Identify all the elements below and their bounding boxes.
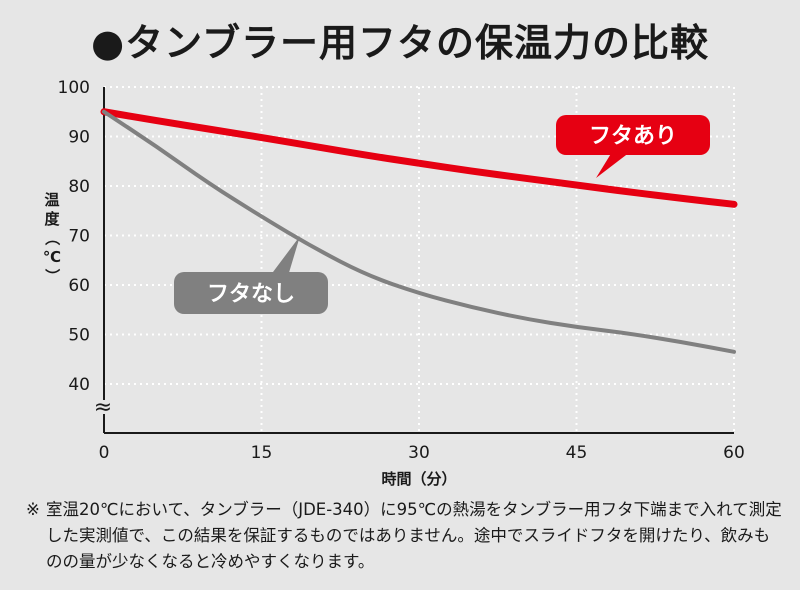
footnote-text: 室温20℃において、タンブラー（JDE-340）に95℃の熱湯をタンブラー用フタ… — [46, 500, 782, 571]
series-line-without-lid — [102, 109, 736, 354]
callout-label-with-lid: フタあり — [589, 124, 677, 149]
y-tick-label: 100 — [58, 78, 90, 98]
x-tick-label: 15 — [251, 443, 273, 463]
grid — [104, 86, 735, 433]
y-tick-label: 90 — [68, 128, 90, 148]
y-tick-label: 70 — [68, 227, 90, 247]
y-axis-title: 温度 （ ℃ ） — [43, 191, 61, 284]
chart-title: ●タンブラー用フタの保温力の比較 — [90, 21, 710, 65]
y-tick-label: 50 — [68, 326, 90, 346]
footnote-mark: ※ — [26, 500, 40, 519]
callout-tail-without-lid — [270, 236, 300, 276]
callout-label-without-lid: フタなし — [207, 282, 295, 307]
x-tick-label: 30 — [408, 443, 430, 463]
callout-box-without-lid — [174, 272, 328, 314]
axis-break-symbol: ≈ — [94, 395, 112, 420]
callout-box-with-lid — [556, 115, 710, 155]
x-tick-label: 0 — [99, 443, 110, 463]
y-axis-title-char: ） — [43, 268, 61, 283]
y-tick-label: 60 — [68, 276, 90, 296]
callout-tail-with-lid — [596, 152, 630, 178]
axis-break-gap — [90, 400, 116, 414]
y-axis-title-char: （ — [43, 230, 61, 245]
y-axis-title-char: ℃ — [43, 248, 61, 266]
y-tick-label: 80 — [68, 177, 90, 197]
x-axis-title: 時間（分） — [381, 470, 456, 488]
y-axis-title-char: 温 — [44, 191, 59, 209]
line-chart: ≈40 50 60 70 80 90 100 0 15 30 45 60 時間（分） 温度 （ ℃ ） フタありフ… — [43, 78, 745, 488]
y-tick-label: 40 — [68, 375, 90, 395]
x-tick-label: 60 — [723, 443, 745, 463]
y-axis-title-char: 度 — [44, 210, 60, 228]
footnote: ※ 室温20℃において、タンブラー（JDE-340）に95℃の熱湯をタンブラー用… — [26, 497, 786, 575]
series-line-with-lid — [100, 108, 738, 208]
x-tick-label: 45 — [566, 443, 588, 463]
